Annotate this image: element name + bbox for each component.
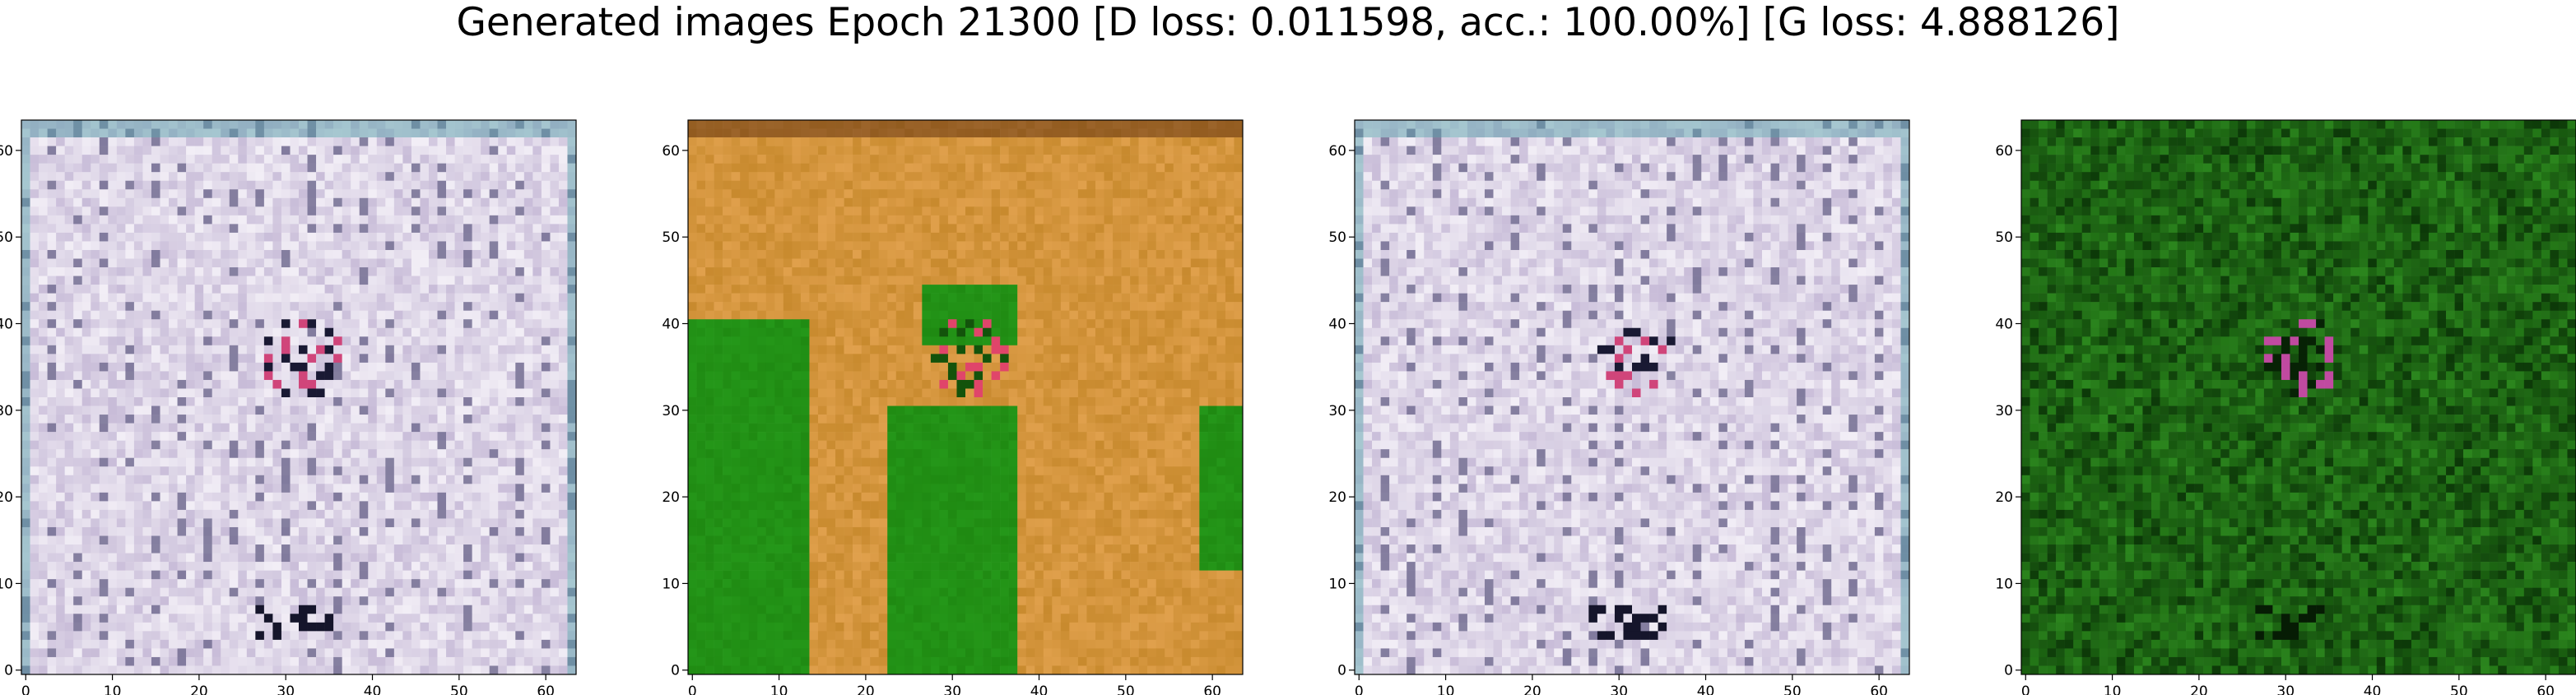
y-axis-2: 0 10 20 30 40 50 60 <box>662 143 688 679</box>
y-tick-label: 50 <box>1328 229 1346 246</box>
x-tick-label: 0 <box>1355 683 1364 695</box>
y-tick-label: 60 <box>1328 143 1346 160</box>
x-tick-label: 50 <box>2450 683 2468 695</box>
x-tick-label: 20 <box>857 683 875 695</box>
y-tick-label: 0 <box>1337 663 1346 679</box>
y-tick-label: 20 <box>0 489 13 506</box>
x-axis-4: 0 10 20 30 40 50 60 <box>2021 674 2555 695</box>
y-tick-label: 20 <box>662 489 680 506</box>
y-tick-label: 0 <box>671 663 680 679</box>
x-tick-label: 50 <box>1117 683 1135 695</box>
y-tick-label: 30 <box>0 403 13 419</box>
x-tick-label: 30 <box>1610 683 1628 695</box>
x-axis-2: 0 10 20 30 40 50 60 <box>688 674 1221 695</box>
x-axis-1: 0 10 20 30 40 50 60 <box>21 674 555 695</box>
subplot-4: 0 10 20 30 40 50 60 0 10 20 30 40 50 60 <box>1995 120 2576 695</box>
x-tick-label: 40 <box>2364 683 2382 695</box>
generated-image-4 <box>2021 120 2576 674</box>
x-tick-label: 40 <box>1030 683 1049 695</box>
x-tick-label: 0 <box>2021 683 2030 695</box>
x-tick-label: 40 <box>1697 683 1715 695</box>
x-tick-label: 10 <box>2104 683 2122 695</box>
x-tick-label: 50 <box>1783 683 1802 695</box>
x-tick-label: 10 <box>104 683 122 695</box>
x-tick-label: 60 <box>1203 683 1221 695</box>
y-tick-label: 20 <box>1995 489 2013 506</box>
y-tick-label: 10 <box>1328 576 1346 592</box>
x-tick-label: 30 <box>2276 683 2295 695</box>
x-tick-label: 30 <box>943 683 961 695</box>
subplot-3: 0 10 20 30 40 50 60 0 10 20 30 40 50 60 <box>1328 120 1909 695</box>
x-tick-label: 20 <box>2190 683 2208 695</box>
y-tick-label: 30 <box>662 403 680 419</box>
y-tick-label: 50 <box>662 229 680 246</box>
y-axis-4: 0 10 20 30 40 50 60 <box>1995 143 2021 679</box>
y-axis-3: 0 10 20 30 40 50 60 <box>1328 143 1355 679</box>
x-tick-label: 20 <box>1523 683 1541 695</box>
x-tick-label: 40 <box>364 683 382 695</box>
x-tick-label: 0 <box>21 683 30 695</box>
y-tick-label: 60 <box>662 143 680 160</box>
y-tick-label: 40 <box>662 316 680 332</box>
generated-image-1 <box>21 120 576 674</box>
y-tick-label: 0 <box>4 663 13 679</box>
generated-image-3 <box>1355 120 1909 674</box>
x-tick-label: 20 <box>190 683 208 695</box>
y-tick-label: 0 <box>2004 663 2013 679</box>
subplot-2: 0 10 20 30 40 50 60 0 10 20 30 40 50 60 <box>662 120 1243 695</box>
x-tick-label: 60 <box>537 683 555 695</box>
x-tick-label: 30 <box>277 683 295 695</box>
y-tick-label: 40 <box>1328 316 1346 332</box>
y-tick-label: 50 <box>0 229 13 246</box>
x-tick-label: 0 <box>688 683 697 695</box>
y-tick-label: 30 <box>1995 403 2013 419</box>
y-tick-label: 10 <box>0 576 13 592</box>
generated-image-2 <box>688 120 1243 674</box>
y-tick-label: 30 <box>1328 403 1346 419</box>
x-axis-3: 0 10 20 30 40 50 60 <box>1355 674 1888 695</box>
y-tick-label: 10 <box>662 576 680 592</box>
x-tick-label: 50 <box>450 683 468 695</box>
y-tick-label: 50 <box>1995 229 2013 246</box>
y-tick-label: 40 <box>1995 316 2013 332</box>
x-tick-label: 60 <box>1870 683 1888 695</box>
y-tick-label: 40 <box>0 316 13 332</box>
x-tick-label: 10 <box>770 683 788 695</box>
subplot-1: 0 10 20 30 40 50 60 0 10 20 30 40 50 60 <box>0 120 576 695</box>
y-tick-label: 60 <box>1995 143 2013 160</box>
y-tick-label: 60 <box>0 143 13 160</box>
y-tick-label: 20 <box>1328 489 1346 506</box>
y-axis-1: 0 10 20 30 40 50 60 <box>0 143 21 679</box>
y-tick-label: 10 <box>1995 576 2013 592</box>
x-tick-label: 60 <box>2536 683 2555 695</box>
x-tick-label: 10 <box>1437 683 1455 695</box>
